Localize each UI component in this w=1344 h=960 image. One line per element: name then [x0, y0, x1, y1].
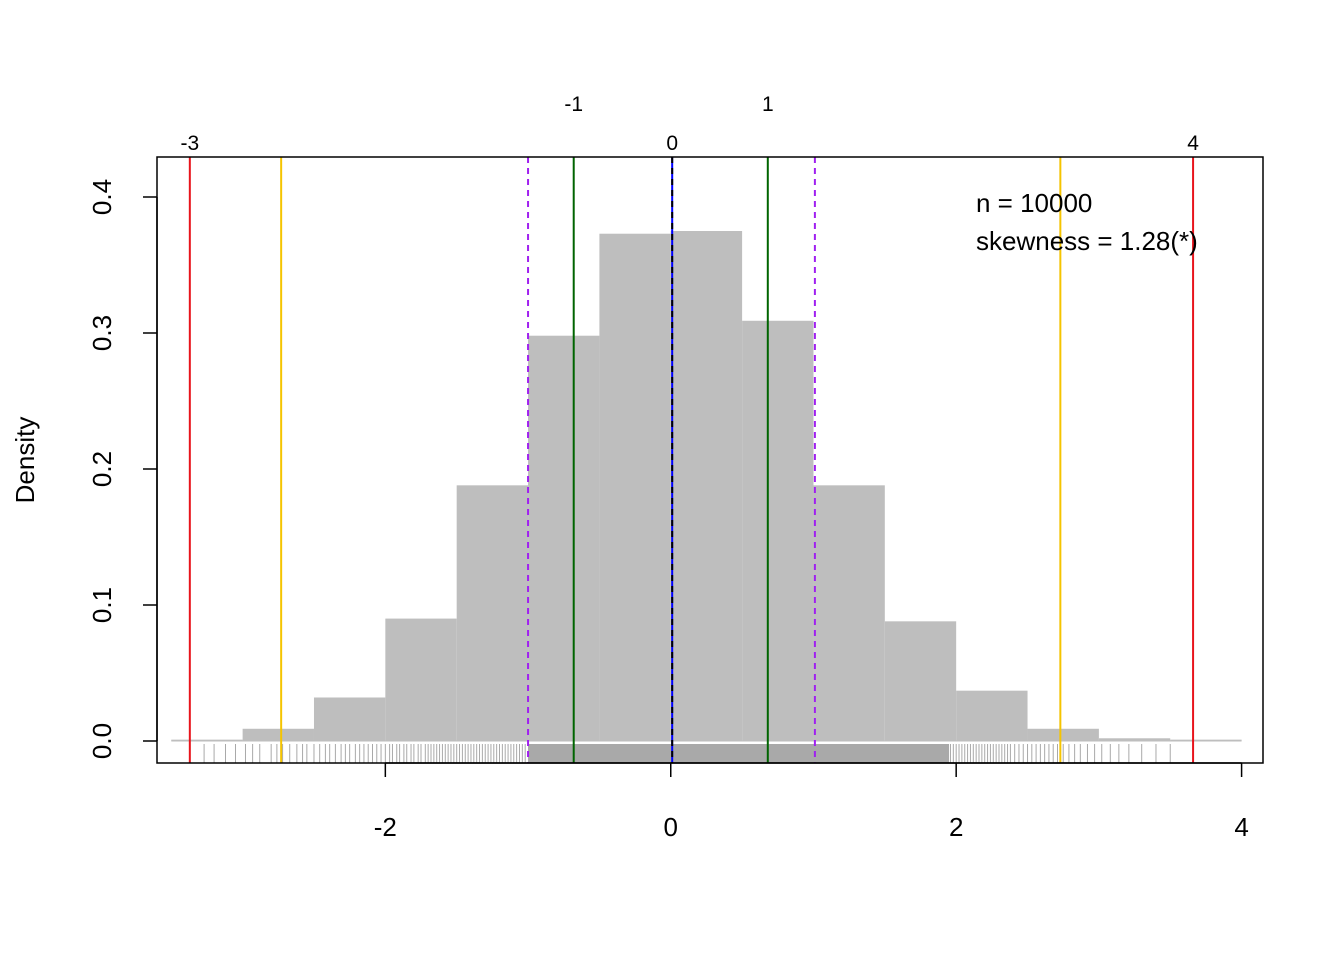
reference-line-label: 1 [762, 93, 774, 116]
annotation-n: n = 10000 [976, 188, 1092, 218]
reference-line-label: 4 [1187, 132, 1199, 155]
histogram-bar [385, 618, 457, 741]
histogram-bar [742, 320, 814, 741]
histogram-bar [1098, 738, 1171, 741]
x-tick-label: -2 [374, 812, 397, 842]
reference-lines [188, 157, 1195, 763]
histogram-bar [242, 728, 314, 741]
y-tick-label: 0.2 [87, 451, 117, 487]
x-tick-label: 2 [949, 812, 963, 842]
histogram-bar [171, 739, 243, 741]
reference-line-label: -3 [180, 132, 199, 155]
y-tick-label: 0.4 [87, 179, 117, 215]
rug [203, 744, 1171, 763]
reference-line-label: -1 [564, 93, 583, 116]
histogram-bar [1027, 728, 1099, 741]
y-tick-label: 0.3 [87, 315, 117, 351]
reference-line-labels: -3 -1 0 1 4 [180, 93, 1199, 155]
reference-line-label: 0 [666, 132, 678, 155]
histogram-bar [456, 485, 529, 741]
annotation-skewness: skewness = 1.28(*) [976, 226, 1198, 256]
histogram-bar [313, 697, 386, 741]
histogram-bar [670, 231, 743, 741]
y-tick-label: 0.0 [87, 723, 117, 759]
histogram-bar [528, 335, 600, 741]
histogram-bar [599, 233, 671, 741]
x-tick-label: 0 [664, 812, 678, 842]
histogram-bar [956, 690, 1028, 741]
y-axis-label: Density [10, 417, 40, 504]
rug-dense-block [528, 744, 950, 763]
y-axis: 0.0 0.1 0.2 0.3 0.4 [87, 179, 158, 759]
y-tick-label: 0.1 [87, 587, 117, 623]
histogram-bars [171, 231, 1242, 741]
histogram-bar [884, 621, 957, 741]
x-axis: -2 0 2 4 [374, 762, 1249, 842]
histogram-bar [813, 485, 885, 741]
x-tick-label: 4 [1234, 812, 1248, 842]
histogram-bar [1170, 739, 1242, 741]
